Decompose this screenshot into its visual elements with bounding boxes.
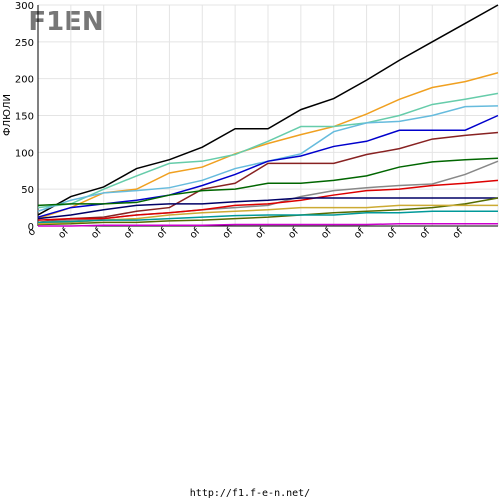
series-line (37, 157, 499, 207)
series-line (37, 131, 499, 224)
x-tick-label: of (188, 226, 203, 241)
x-tick-label: о (26, 226, 38, 238)
y-tick-label: 150 (15, 112, 34, 123)
y-tick-label: 0 (28, 222, 34, 233)
y-tick-label: 50 (21, 185, 34, 196)
series-line (37, 210, 498, 224)
series-line (37, 92, 499, 209)
x-tick-label: of (89, 226, 104, 241)
x-tick-label: of (319, 226, 334, 241)
series-line (37, 4, 499, 216)
y-tick-label: 250 (15, 38, 34, 49)
y-tick-label: 100 (15, 148, 34, 159)
series-line (37, 179, 499, 221)
y-tick-label: 300 (15, 1, 34, 12)
x-tick-label: of (418, 226, 433, 241)
x-tick-label: of (155, 226, 170, 241)
x-tick-label: of (451, 226, 466, 241)
x-tick-label: of (56, 226, 71, 241)
y-axis-label: ФЛЮЛИ (2, 94, 13, 136)
footer: http://f1.f-e-n.net/ (190, 488, 310, 499)
series-line (37, 197, 498, 220)
logo: F1EN (28, 7, 103, 37)
x-tick-label: of (286, 226, 301, 241)
y-tick-label: 200 (15, 75, 34, 86)
series-line (37, 197, 499, 226)
x-tick-label: of (254, 226, 269, 241)
x-tick-label: of (352, 226, 367, 241)
x-tick-label: of (122, 226, 137, 241)
x-tick-label: of (221, 226, 236, 241)
series-line (38, 223, 498, 227)
x-tick-label: of (385, 226, 400, 241)
